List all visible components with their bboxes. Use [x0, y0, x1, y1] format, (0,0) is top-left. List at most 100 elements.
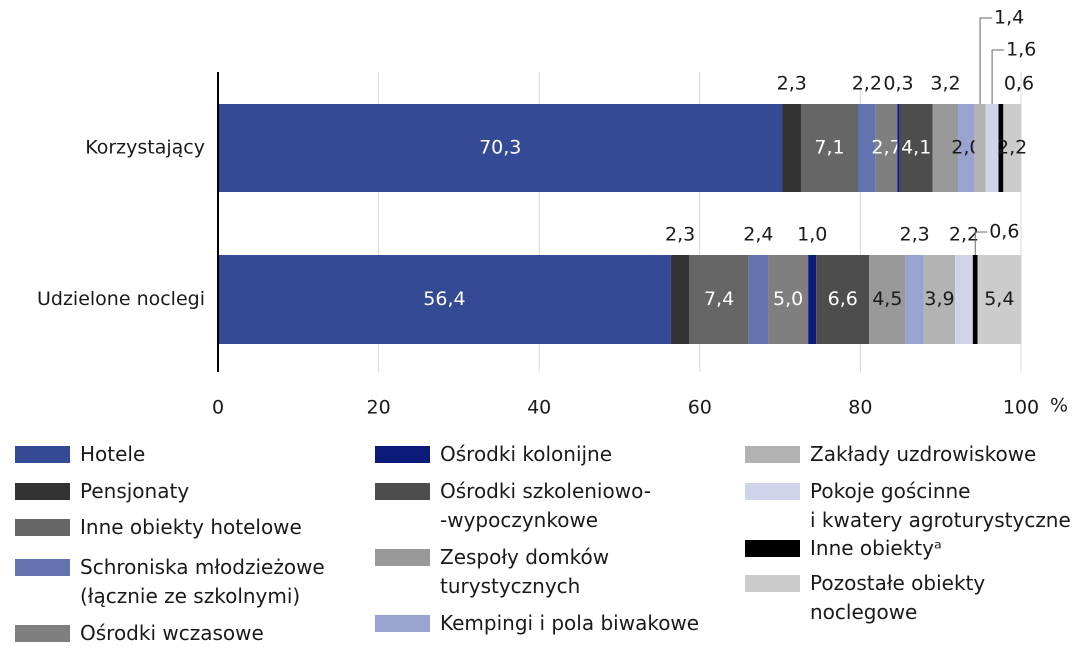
- leader-line: [974, 231, 988, 255]
- value-label: 5,4: [984, 288, 1014, 310]
- legend-label: Zakłady uzdrowiskowe: [810, 442, 1037, 466]
- bar-segment: [782, 104, 801, 192]
- value-label: 5,0: [773, 288, 803, 310]
- bar-segment: [689, 255, 749, 344]
- legend-label: Inne obiektyᵃ: [810, 536, 942, 560]
- legend-item: Inne obiektyᵃ: [745, 534, 942, 563]
- legend-label: Ośrodki wczasowe: [80, 621, 264, 645]
- bar-segment: [897, 104, 900, 192]
- value-label: 2,7: [871, 137, 901, 159]
- legend-swatch: [745, 575, 800, 592]
- bar-segment: [974, 104, 986, 192]
- value-label: 7,4: [704, 288, 734, 310]
- bar-segment: [816, 255, 870, 344]
- bar-segment: [1003, 104, 1021, 192]
- legend-item: Ośrodki kolonijne: [375, 440, 612, 469]
- legend-item: Schroniska młodzieżowe (łącznie ze szkol…: [15, 553, 325, 611]
- x-tick-label: 20: [367, 397, 391, 419]
- bar-segment: [998, 104, 1004, 192]
- value-label: 1,0: [797, 224, 827, 246]
- value-label: 1,4: [994, 7, 1024, 29]
- bar-segment: [808, 255, 817, 344]
- legend-swatch: [15, 519, 70, 536]
- legend-label: Schroniska młodzieżowe (łącznie ze szkol…: [80, 555, 325, 608]
- bar-segment: [218, 255, 671, 344]
- value-label: 7,1: [814, 137, 844, 159]
- bar-segment: [869, 255, 906, 344]
- value-label: 0,3: [883, 73, 913, 95]
- legend-swatch: [375, 549, 430, 566]
- x-tick-label: 100: [1003, 397, 1039, 419]
- bar-segment: [768, 255, 809, 344]
- legend-swatch: [375, 483, 430, 500]
- legend-label: Pensjonaty: [80, 479, 190, 503]
- legend-label: Kempingi i pola biwakowe: [440, 611, 700, 635]
- legend-swatch: [15, 625, 70, 642]
- value-label: 2,4: [743, 224, 773, 246]
- bar-segment: [923, 255, 956, 344]
- x-tick-label: 40: [527, 397, 551, 419]
- value-label: 2,3: [777, 73, 807, 95]
- bar-segment: [857, 104, 876, 192]
- legend-swatch: [745, 483, 800, 500]
- legend-swatch: [15, 559, 70, 576]
- value-label: 2,0: [951, 137, 981, 159]
- value-label: 0,6: [989, 221, 1019, 243]
- legend-item: Inne obiekty hotelowe: [15, 513, 302, 542]
- leader-line: [979, 17, 993, 104]
- bar-segment: [972, 255, 978, 344]
- bar-segment: [875, 104, 898, 192]
- legend-label: Inne obiekty hotelowe: [80, 515, 302, 539]
- bar-segment: [955, 255, 973, 344]
- legend-swatch: [745, 446, 800, 463]
- legend-swatch: [745, 540, 800, 557]
- legend-item: Ośrodki wczasowe: [15, 619, 264, 648]
- value-label: 1,6: [1006, 39, 1036, 61]
- legend-item: Hotele: [15, 440, 145, 469]
- legend-item: Pozostałe obiekty noclegowe: [745, 569, 985, 627]
- category-label: Korzystający: [85, 137, 205, 159]
- bar-segment: [748, 255, 769, 344]
- legend-swatch: [375, 446, 430, 463]
- legend-label: Ośrodki kolonijne: [440, 442, 613, 466]
- value-label: 0,6: [1004, 73, 1034, 95]
- x-tick-label: 60: [688, 397, 712, 419]
- x-tick-label: 0: [212, 397, 224, 419]
- category-label: Udzielone noclegi: [37, 288, 205, 310]
- value-label: 2,2: [949, 224, 979, 246]
- legend-label: Ośrodki szkoleniowo- -wypoczynkowe: [440, 479, 651, 532]
- legend-swatch: [375, 615, 430, 632]
- value-label: 2,2: [852, 73, 882, 95]
- x-unit: %: [1050, 395, 1068, 417]
- value-label: 2,2: [997, 137, 1027, 159]
- bar-segment: [905, 255, 924, 344]
- legend-label: Pozostałe obiekty noclegowe: [810, 571, 986, 624]
- bar-segment: [932, 104, 959, 192]
- legend-item: Zespoły domków turystycznych: [375, 543, 609, 601]
- bar-segment: [218, 104, 783, 192]
- legend-item: Kempingi i pola biwakowe: [375, 609, 699, 638]
- legend-label: Zespoły domków turystycznych: [440, 545, 610, 598]
- value-label: 70,3: [479, 137, 521, 159]
- legend-swatch: [15, 483, 70, 500]
- value-label: 3,2: [930, 73, 960, 95]
- bar-segment: [977, 255, 1021, 344]
- legend-item: Zakłady uzdrowiskowe: [745, 440, 1036, 469]
- value-label: 2,3: [899, 224, 929, 246]
- bar-segment: [899, 104, 933, 192]
- value-label: 56,4: [423, 288, 465, 310]
- bar-segment: [985, 104, 999, 192]
- value-label: 4,1: [901, 137, 931, 159]
- value-label: 4,5: [872, 288, 902, 310]
- legend-item: Pokoje gościnne i kwatery agroturystyczn…: [745, 477, 1071, 535]
- legend-item: Pensjonaty: [15, 477, 189, 506]
- legend-item: Ośrodki szkoleniowo- -wypoczynkowe: [375, 477, 651, 535]
- bar-segment: [958, 104, 975, 192]
- value-label: 6,6: [828, 288, 858, 310]
- value-label: 2,3: [665, 224, 695, 246]
- leader-line: [991, 49, 1005, 104]
- value-label: 3,9: [924, 288, 954, 310]
- legend-label: Pokoje gościnne i kwatery agroturystyczn…: [810, 479, 1071, 532]
